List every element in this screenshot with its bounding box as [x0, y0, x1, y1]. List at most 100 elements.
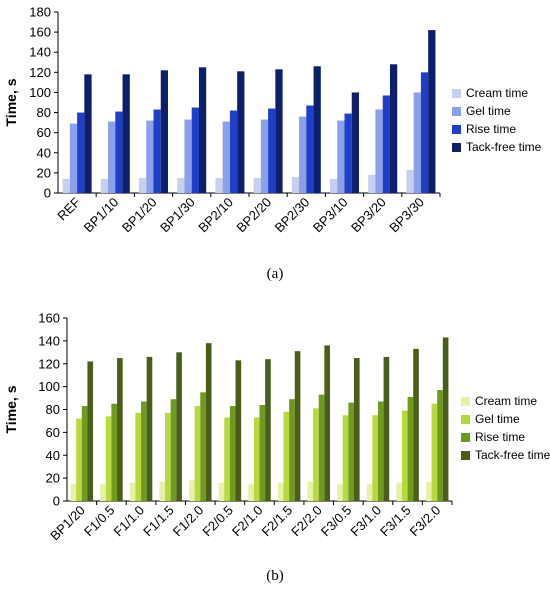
chart-b-category-label: F1/0.5	[81, 503, 118, 540]
chart-b-bar-rise-time	[81, 406, 88, 501]
chart-a-bar-cream-time	[215, 177, 223, 193]
chart-b-bar-gel-time	[372, 415, 378, 501]
chart-b-bar-rise-time	[407, 396, 414, 501]
chart-b-bar-rise-time	[200, 392, 206, 501]
chart-b-bar-gel-time	[76, 418, 82, 501]
chart-a-bar-gel-time	[413, 92, 421, 193]
chart-b-y-tick-label: 0	[53, 494, 60, 509]
chart-b-bar-rise-time	[141, 401, 147, 501]
chart-a-legend-label: Gel time	[466, 104, 511, 118]
chart-b-y-tick-label: 140	[38, 333, 60, 348]
chart-b-bar-rise-time	[377, 401, 384, 501]
chart-b-bar-gel-time	[224, 417, 230, 501]
chart-a-category-label: BP1/10	[81, 195, 122, 236]
chart-a-category-label: BP3/10	[310, 195, 351, 236]
chart-a-bar-tack-free-time	[428, 30, 436, 193]
chart-b-bar-gel-time	[135, 412, 142, 501]
chart-a-category-label: BP2/20	[233, 195, 274, 236]
chart-a-category-label: BP1/30	[157, 195, 198, 236]
chart-b-bar-rise-time	[170, 399, 177, 501]
chart-b-legend-swatch	[461, 415, 470, 424]
chart-a-bar-gel-time	[184, 119, 192, 193]
chart-a-legend-label: Tack-free time	[466, 140, 542, 154]
chart-b-category-label: F1/1.5	[140, 503, 177, 540]
chart-b-bar-gel-time	[401, 410, 408, 501]
chart-b-bar-cream-time	[425, 481, 432, 501]
chart-a-bar-tack-free-time	[160, 70, 169, 193]
chart-b-bar-tack-free-time	[87, 361, 94, 501]
chart-a-bar-cream-time	[62, 178, 70, 193]
chart-b-legend-swatch	[461, 397, 470, 406]
chart-a-category-label: BP3/20	[348, 195, 389, 236]
chart-a-bar-cream-time	[291, 176, 300, 193]
chart-b-bar-gel-time	[165, 412, 171, 501]
chart-a-bar-rise-time	[420, 72, 429, 193]
chart-a-bar-tack-free-time	[122, 74, 130, 193]
chart-b-bar-cream-time	[218, 482, 225, 501]
chart-a-bar-rise-time	[115, 111, 123, 193]
chart-a-bar-gel-time	[222, 121, 230, 193]
chart-b-bar-tack-free-time	[413, 348, 419, 501]
chart-b-bar-cream-time	[159, 481, 166, 501]
chart-a-bar-rise-time	[229, 110, 238, 193]
chart-b-y-tick-label: 20	[46, 471, 60, 486]
chart-a-category-label: BP3/30	[386, 195, 427, 236]
chart-b-bar-cream-time	[100, 483, 106, 501]
chart-b-category-label: F1/2.0	[170, 503, 207, 540]
chart-b-caption: (b)	[266, 568, 284, 584]
chart-a-legend-label: Cream time	[466, 86, 528, 100]
chart-b-legend-label: Cream time	[475, 394, 537, 408]
chart-a-y-tick-label: 40	[37, 145, 51, 160]
chart-a-legend-swatch	[452, 89, 461, 98]
chart-b-category-label: F2/1.5	[259, 503, 296, 540]
chart-a-category-label: BP2/10	[195, 195, 236, 236]
chart-b-y-tick-label: 60	[46, 425, 60, 440]
chart-a-y-tick-label: 140	[29, 45, 51, 60]
chart-a-category-label: BP2/30	[272, 195, 313, 236]
chart-a-bar-tack-free-time	[351, 92, 360, 193]
chart-a-category-label: BP1/20	[119, 195, 160, 236]
chart-a-caption: (a)	[267, 266, 284, 282]
chart-a-y-axis-label: Time, s	[3, 78, 19, 126]
chart-a-y-tick-label: 120	[29, 65, 51, 80]
chart-a-category-label: REF	[54, 194, 83, 223]
chart-b-bar-tack-free-time	[117, 358, 123, 501]
chart-b-bar-gel-time	[194, 406, 201, 501]
chart-b-legend-swatch	[461, 451, 470, 460]
chart-b-legend-label: Tack-free time	[475, 448, 550, 462]
chart-b-y-tick-label: 80	[46, 402, 60, 417]
chart-b-bar-rise-time	[318, 394, 325, 501]
chart-a-bar-gel-time	[108, 121, 116, 193]
chart-b-category-label: F3/2.0	[407, 503, 444, 540]
chart-b-bar-tack-free-time	[294, 351, 301, 501]
chart-b-category-label: F2/1.0	[229, 503, 266, 540]
chart-a-bar-rise-time	[382, 95, 390, 193]
chart-a-legend-swatch	[452, 107, 461, 116]
chart-a-bar-cream-time	[138, 177, 147, 193]
chart-b-bar-tack-free-time	[176, 352, 182, 501]
chart-a-bar-tack-free-time	[313, 66, 321, 193]
chart-a-bar-rise-time	[268, 108, 276, 193]
chart-b-bar-rise-time	[289, 399, 295, 501]
chart-b-category-label: F2/2.0	[288, 503, 325, 540]
chart-a-y-tick-label: 20	[37, 165, 51, 180]
chart-b-category-label: F3/0.5	[318, 503, 355, 540]
chart-a-bar-tack-free-time	[237, 71, 245, 193]
chart-b-bar-rise-time	[259, 404, 266, 501]
chart-a-y-tick-label: 180	[29, 5, 51, 20]
chart-b-bar-cream-time	[129, 482, 136, 501]
chart-b-bar-tack-free-time	[353, 358, 360, 501]
chart-b-bar-gel-time	[283, 411, 290, 501]
chart-b-y-tick-label: 160	[38, 311, 60, 326]
chart-b-bar-rise-time	[437, 390, 443, 501]
chart-b-category-label: F3/1.0	[347, 503, 384, 540]
chart-b-bar-cream-time	[277, 482, 284, 501]
chart-b-bar-tack-free-time	[235, 360, 242, 501]
chart-b-bar-cream-time	[396, 482, 402, 501]
chart-b-category-label: BP1/20	[47, 503, 88, 544]
chart-b-category-label: F2/0.5	[199, 503, 236, 540]
chart-b-legend-label: Gel time	[475, 412, 520, 426]
chart-b-bar-gel-time	[313, 408, 319, 501]
chart-a-y-tick-label: 80	[37, 105, 51, 120]
